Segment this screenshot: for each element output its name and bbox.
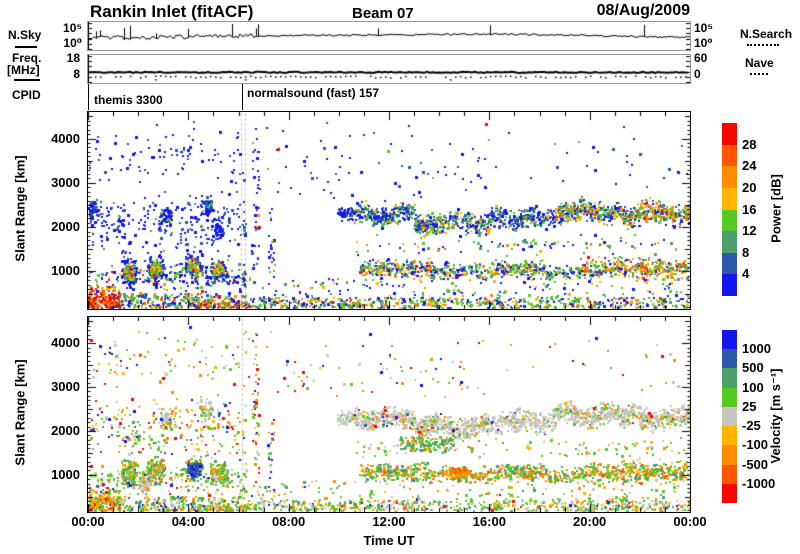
power-colorbar-cell: [722, 123, 737, 145]
nave-legend-dotted: [750, 73, 768, 75]
velocity-colorbar-cell: [722, 426, 737, 446]
nave-tick-top: 60: [694, 51, 708, 65]
velocity-colorbar-tick-label: 25: [742, 398, 757, 414]
power-colorbar-cell: [722, 252, 737, 275]
nsky-tick-bottom: 10⁰: [63, 36, 82, 50]
power-colorbar-cell: [722, 144, 737, 167]
power-colorbar: [722, 123, 737, 296]
freq-legend-line: [14, 79, 40, 81]
velocity-colorbar-tick-label: -100: [742, 437, 769, 453]
power-range-tick-label: 1000: [51, 263, 80, 279]
freq-panel: [87, 54, 691, 84]
power-panel: [87, 111, 691, 310]
nsky-right-tick-top: 10⁵: [694, 21, 713, 35]
velocity-range-tick-label: 1000: [51, 466, 80, 482]
velocity-colorbar-label: Velocity [m s⁻¹]: [768, 368, 783, 464]
nsky-tick-top: 10⁵: [63, 21, 82, 35]
velocity-colorbar-cell: [722, 349, 737, 369]
velocity-colorbar: [722, 330, 737, 503]
power-colorbar-tick-label: 4: [742, 266, 750, 282]
time-tick-label: 00:00: [71, 514, 105, 529]
power-colorbar-cell: [722, 231, 737, 253]
power-range-tick-label: 3000: [51, 174, 80, 190]
noise-timeseries: [88, 22, 690, 50]
nsearch-legend-dotted: [747, 44, 779, 46]
velocity-panel: [87, 316, 691, 513]
nave-label: Nave: [745, 56, 774, 70]
power-colorbar-tick-label: 20: [742, 179, 757, 195]
time-tick-label: 04:00: [171, 514, 205, 529]
power-range-tick-label: 2000: [51, 219, 80, 235]
power-colorbar-tick-label: 28: [742, 136, 757, 152]
velocity-range-tick-label: 3000: [51, 379, 80, 395]
freq-axis-label-line2: [MHz]: [7, 63, 40, 77]
cpid-start-divider: [88, 84, 89, 110]
time-tick-label: 20:00: [573, 514, 607, 529]
nave-tick-bottom: 0: [694, 67, 701, 81]
cpid-program-2: normalsound (fast) 157: [247, 86, 380, 100]
power-colorbar-cell: [722, 166, 737, 188]
velocity-colorbar-tick-label: -1000: [742, 475, 776, 491]
velocity-colorbar-cell: [722, 368, 737, 388]
time-tick-label: 00:00: [673, 514, 707, 529]
power-colorbar-label: Power [dB]: [768, 174, 784, 243]
nsky-right-tick-bottom: 10⁰: [694, 36, 713, 50]
nsky-axis-label: N.Sky: [8, 28, 42, 42]
velocity-colorbar-tick-label: -25: [742, 418, 761, 434]
velocity-range-tick-label: 2000: [51, 422, 80, 438]
time-axis-label: Time UT: [363, 533, 415, 548]
velocity-colorbar-cell: [722, 483, 737, 503]
velocity-colorbar-cell: [722, 406, 737, 427]
freq-axis-label-line1: Freq.: [12, 51, 42, 65]
cpid-mode-divider: [242, 84, 243, 110]
time-tick-label: 12:00: [372, 514, 406, 529]
noise-panel: [87, 21, 691, 51]
power-rti-heatmap: [88, 112, 690, 309]
velocity-colorbar-tick-label: 500: [742, 360, 764, 376]
nsky-legend-line: [15, 46, 37, 48]
power-range-axis-label: Slant Range [km]: [12, 155, 28, 262]
date-label: 08/Aug/2009: [596, 2, 690, 19]
power-colorbar-tick-label: 12: [742, 223, 757, 239]
time-tick-label: 16:00: [472, 514, 506, 529]
cpid-label: CPID: [12, 88, 41, 102]
velocity-colorbar-cell: [722, 445, 737, 465]
velocity-colorbar-cell: [722, 464, 737, 484]
velocity-colorbar-tick-label: -500: [742, 456, 769, 472]
power-colorbar-cell: [722, 187, 737, 210]
velocity-range-tick-label: 4000: [51, 335, 80, 351]
velocity-colorbar-tick-label: 100: [742, 379, 764, 395]
power-colorbar-cell: [722, 209, 737, 232]
velocity-colorbar-cell: [722, 387, 737, 407]
velocity-colorbar-cell: [722, 330, 737, 350]
velocity-colorbar-tick-label: 1000: [742, 341, 771, 357]
power-colorbar-tick-label: 16: [742, 201, 757, 217]
beam-label: Beam 07: [352, 5, 414, 22]
power-colorbar-cell: [722, 274, 737, 296]
station-title: Rankin Inlet (fitACF): [90, 2, 254, 21]
power-colorbar-tick-label: 8: [742, 244, 750, 260]
power-colorbar-tick-label: 24: [742, 158, 757, 174]
nsearch-label: N.Search: [740, 27, 793, 41]
time-tick-label: 08:00: [272, 514, 306, 529]
velocity-rti-heatmap: [88, 317, 690, 512]
freq-tick-top: 18: [66, 51, 80, 65]
cpid-program-1: themis 3300: [94, 93, 163, 107]
freq-tick-bottom: 8: [73, 67, 80, 81]
velocity-range-axis-label: Slant Range [km]: [12, 359, 28, 466]
freq-timeseries: [88, 55, 690, 83]
power-range-tick-label: 4000: [51, 130, 80, 146]
